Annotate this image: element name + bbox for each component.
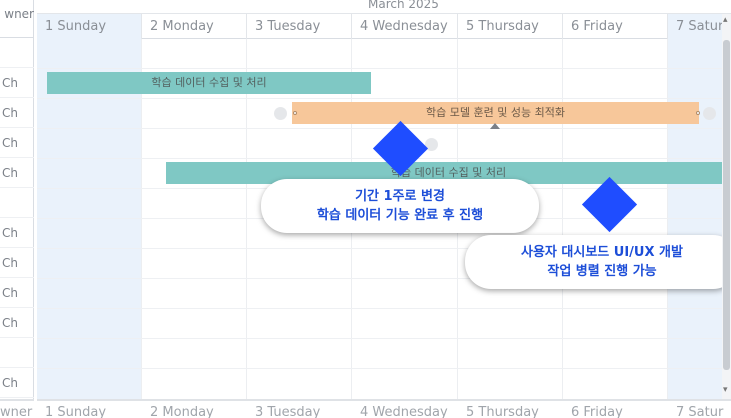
drag-handle-icon[interactable] (274, 107, 287, 120)
link-handle-icon[interactable] (425, 138, 438, 151)
day-header-wednesday[interactable]: 4 Wednesday (352, 14, 458, 39)
footer-day[interactable]: 5 Thursday (466, 405, 539, 418)
footer-day[interactable]: 7 Satur (676, 405, 724, 418)
footer-days-header: 1 Sunday 2 Monday 3 Tuesday 4 Wednesday … (37, 399, 731, 418)
grid-line (37, 278, 731, 279)
footer-day[interactable]: 1 Sunday (45, 405, 107, 418)
task-bar-data-collection-2[interactable]: 학습 데이터 수집 및 처리 (166, 162, 731, 184)
grid-line (37, 68, 731, 69)
owner-cell[interactable]: Ch (0, 98, 34, 128)
footer-day[interactable]: 3 Tuesday (255, 405, 321, 418)
callout-line: 작업 병렬 진행 가능 (547, 264, 657, 279)
owner-cell[interactable] (0, 338, 34, 368)
scrollbar-thumb[interactable] (723, 40, 730, 370)
task-bar-data-collection[interactable]: 학습 데이터 수집 및 처리 (47, 72, 371, 94)
grid-line (37, 338, 731, 339)
day-column (563, 39, 668, 399)
grid-line (37, 248, 731, 249)
resize-handle-left-icon[interactable] (293, 111, 297, 115)
resize-handle-right-icon[interactable] (696, 111, 700, 115)
grid-line (37, 128, 731, 129)
footer-day[interactable]: 2 Monday (150, 405, 214, 418)
footer-day[interactable]: 6 Friday (571, 405, 623, 418)
callout-bubble-parallel-work: 사용자 대시보드 UI/UX 개발 작업 병렬 진행 가능 (465, 235, 731, 289)
footer-day[interactable]: 4 Wednesday (360, 405, 448, 418)
owner-cell[interactable]: Ch (0, 68, 34, 98)
owner-cell[interactable]: Ch (0, 368, 34, 398)
owner-cell[interactable]: Ch (0, 218, 34, 248)
owner-column: wner Ch Ch Ch Ch Ch Ch Ch Ch Ch (0, 0, 34, 418)
day-header-friday[interactable]: 6 Friday (563, 14, 668, 39)
owner-cell[interactable]: Ch (0, 158, 34, 188)
owner-cell[interactable] (0, 188, 34, 218)
owner-cell[interactable]: Ch (0, 278, 34, 308)
weekend-column (37, 39, 142, 399)
day-column (458, 39, 563, 399)
weekend-column (668, 39, 731, 399)
owner-cell[interactable]: Ch (0, 248, 34, 278)
owner-cell[interactable]: Ch (0, 128, 34, 158)
task-bar-model-training[interactable]: 학습 모델 훈련 및 성능 최적화 (292, 102, 699, 124)
day-header-monday[interactable]: 2 Monday (142, 14, 247, 39)
callout-line: 사용자 대시보드 UI/UX 개발 (521, 245, 683, 260)
grid-line (37, 308, 731, 309)
day-column (142, 39, 247, 399)
footer-owner-label: wner (0, 405, 33, 418)
day-header-thursday[interactable]: 5 Thursday (458, 14, 563, 39)
callout-bubble-duration-change: 기간 1주로 변경 학습 데이터 기능 완료 후 진행 (261, 179, 539, 233)
scroll-down-icon[interactable]: ▾ (723, 385, 728, 395)
callout-line: 학습 데이터 기능 완료 후 진행 (316, 208, 484, 223)
grid-line (37, 98, 731, 99)
scroll-up-icon[interactable]: ▴ (723, 15, 728, 25)
owner-cell[interactable]: Ch (0, 308, 34, 338)
days-header: 1 Sunday 2 Monday 3 Tuesday 4 Wednesday … (37, 14, 731, 39)
grid-line (37, 368, 731, 369)
callout-line: 기간 1주로 변경 (355, 189, 445, 204)
month-bar: March 2025 (37, 0, 731, 14)
owner-cell[interactable] (0, 38, 34, 68)
day-header-sunday[interactable]: 1 Sunday (37, 14, 142, 39)
timeline-chart: March 2025 1 Sunday 2 Monday 3 Tuesday 4… (37, 0, 731, 418)
month-label: March 2025 (368, 0, 439, 11)
day-header-tuesday[interactable]: 3 Tuesday (247, 14, 352, 39)
day-header-saturday[interactable]: 7 Satur (668, 14, 731, 39)
drag-handle-icon[interactable] (703, 107, 716, 120)
footer-owner-header: wner (0, 399, 34, 418)
owner-column-header[interactable]: wner (0, 0, 34, 38)
progress-marker-icon[interactable] (490, 123, 500, 129)
